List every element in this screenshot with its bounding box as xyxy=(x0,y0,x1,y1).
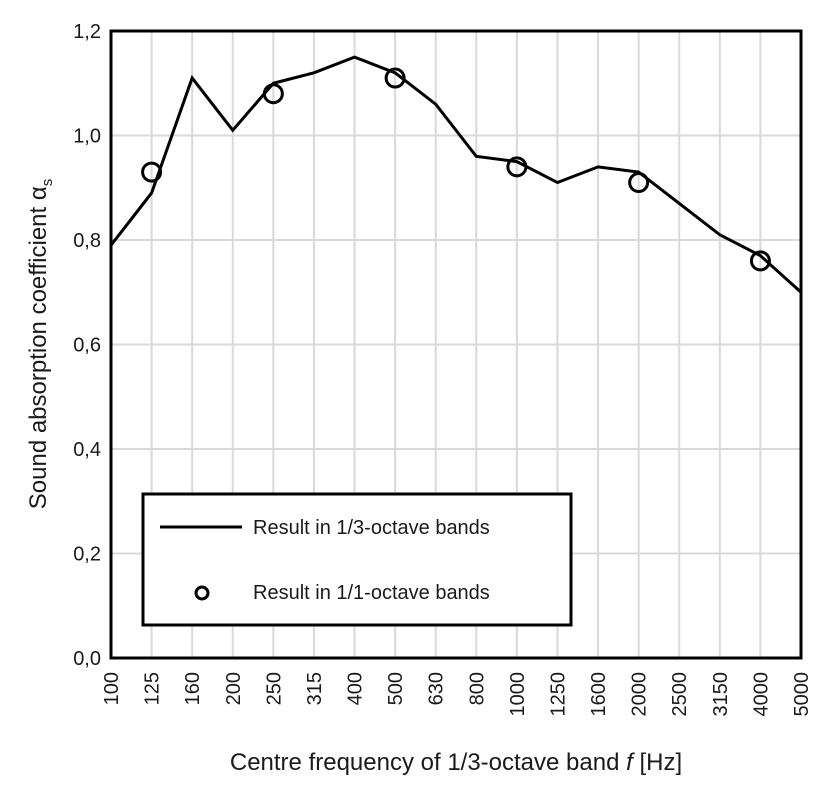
x-tick-label: 2000 xyxy=(629,672,651,717)
y-tick-label: 0,0 xyxy=(73,648,101,670)
data-point-octave xyxy=(141,161,163,183)
x-tick-label: 800 xyxy=(466,672,488,705)
y-tick-label: 0,6 xyxy=(73,335,101,357)
series-layer xyxy=(109,55,803,294)
x-tick-label: 1000 xyxy=(507,672,529,717)
x-tick-label: 2500 xyxy=(669,672,691,717)
x-axis-symbol: f xyxy=(626,749,635,776)
x-tick-label: 100 xyxy=(101,672,123,705)
series-line-third-octave xyxy=(109,55,803,294)
legend-marker-swatch xyxy=(194,585,210,601)
data-point-octave xyxy=(384,67,406,89)
x-axis-title: Centre frequency of 1/3-octave band f [H… xyxy=(230,749,682,776)
data-point-octave xyxy=(628,172,650,194)
y-tick-label: 0,4 xyxy=(73,439,101,461)
x-tick-label: 1600 xyxy=(588,672,610,717)
x-tick-label: 500 xyxy=(385,672,407,705)
y-axis-subscript: s xyxy=(39,179,56,187)
y-tick-labels: 0,0 0,2 0,4 0,6 0,8 1,0 1,2 xyxy=(73,21,101,670)
x-axis-unit: [Hz] xyxy=(639,749,682,776)
y-axis-title: Sound absorption coefficient αs xyxy=(25,179,56,509)
legend-label-third-octave: Result in 1/3-octave bands xyxy=(253,517,490,539)
y-tick-label: 0,2 xyxy=(73,544,101,566)
y-tick-label: 0,8 xyxy=(73,230,101,252)
x-tick-label: 630 xyxy=(426,672,448,705)
x-tick-label: 400 xyxy=(345,672,367,705)
legend: Result in 1/3-octave bands Result in 1/1… xyxy=(141,492,573,627)
x-tick-label: 200 xyxy=(223,672,245,705)
data-point-octave xyxy=(749,250,771,272)
x-tick-label: 125 xyxy=(142,672,164,705)
x-tick-label: 4000 xyxy=(750,672,772,717)
x-tick-label: 315 xyxy=(304,672,326,705)
x-tick-label: 160 xyxy=(182,672,204,705)
plot-area-frame xyxy=(109,29,803,660)
data-point-octave xyxy=(506,156,528,178)
x-tick-labels: 100 125 160 200 250 315 400 500 630 800 1000 1250 16… xyxy=(101,672,813,717)
x-tick-label: 5000 xyxy=(791,672,813,717)
x-tick-label: 3150 xyxy=(710,672,732,717)
y-tick-label: 1,0 xyxy=(73,126,101,148)
data-point-octave xyxy=(262,83,284,105)
legend-box xyxy=(141,492,573,627)
legend-label-octave: Result in 1/1-octave bands xyxy=(253,582,490,604)
x-tick-label: 1250 xyxy=(547,672,569,717)
x-tick-label: 250 xyxy=(263,672,285,705)
y-tick-label: 1,2 xyxy=(73,21,101,43)
